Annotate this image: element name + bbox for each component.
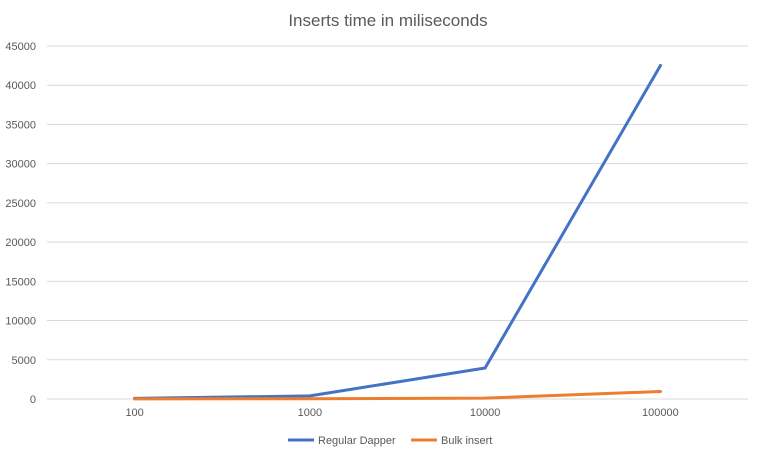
y-tick-label: 5000 [12, 355, 36, 367]
y-tick-label: 35000 [5, 119, 36, 131]
y-tick-label: 45000 [5, 41, 36, 53]
data-point [658, 64, 662, 68]
legend-label: Bulk insert [441, 435, 492, 447]
data-point [483, 396, 487, 400]
y-tick-label: 15000 [5, 276, 36, 288]
y-tick-label: 10000 [5, 316, 36, 328]
legend: Regular Dapper Bulk insert [288, 435, 492, 447]
y-tick-label: 25000 [5, 198, 36, 210]
data-point [308, 394, 312, 398]
data-point [133, 397, 137, 401]
x-tick-label: 100 [125, 407, 143, 419]
data-point [308, 397, 312, 401]
data-point [483, 366, 487, 370]
y-axis-ticks: 0 5000 10000 15000 20000 25000 30000 35000 40000… [5, 41, 36, 406]
x-tick-label: 1000 [298, 407, 322, 419]
series-line-regular-dapper [133, 64, 662, 400]
series-line-bulk-insert [133, 390, 662, 401]
x-axis-ticks: 100 1000 10000 100000 [125, 407, 678, 419]
legend-label: Regular Dapper [318, 435, 396, 447]
y-tick-label: 40000 [5, 80, 36, 92]
data-point [658, 390, 662, 394]
x-tick-label: 100000 [642, 407, 679, 419]
series-lines [133, 64, 662, 401]
gridlines [47, 45, 748, 400]
y-tick-label: 30000 [5, 159, 36, 171]
x-tick-label: 10000 [470, 407, 501, 419]
chart-title: Inserts time in miliseconds [288, 11, 487, 30]
y-tick-label: 20000 [5, 237, 36, 249]
y-tick-label: 0 [30, 394, 36, 406]
